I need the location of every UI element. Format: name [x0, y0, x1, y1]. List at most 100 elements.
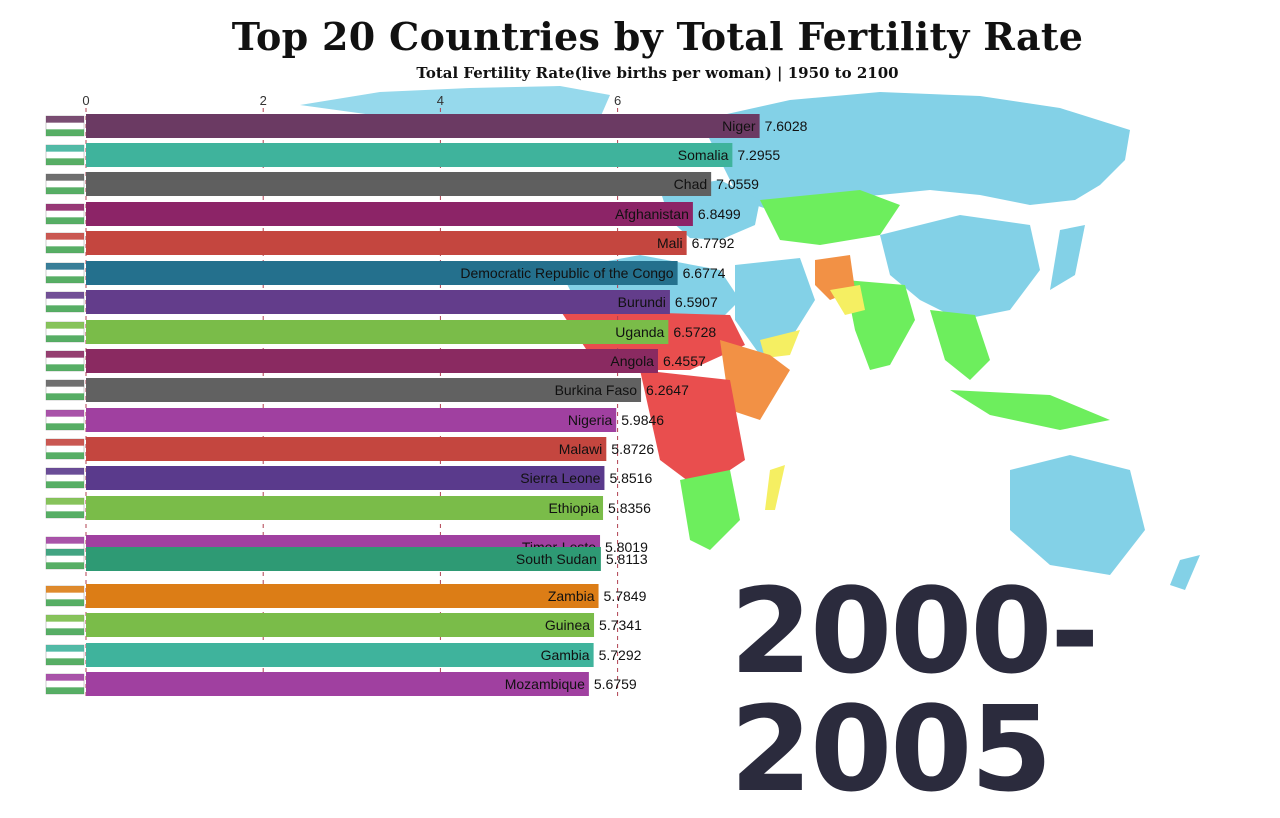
bar — [86, 584, 599, 608]
flag-zambia-icon — [45, 585, 85, 607]
world-map-background — [300, 86, 1200, 590]
chart-bars: Niger 7.6028 Somalia 7.2955 Chad 7.0559 Afghan… — [86, 114, 808, 696]
bar — [86, 408, 617, 432]
bar — [86, 261, 678, 285]
x-tick-label: 2 — [260, 93, 267, 108]
flag-uganda-icon — [45, 321, 85, 343]
bar-category-label: Niger — [722, 118, 756, 134]
bar — [86, 437, 607, 461]
bar — [86, 290, 670, 314]
flag-burundi-icon — [45, 291, 85, 313]
bar-value-label: 7.0559 — [716, 176, 759, 192]
bar — [86, 349, 658, 373]
bar-row: Mali 6.7792 — [86, 231, 735, 255]
bar-row: South Sudan 5.8113 — [86, 547, 648, 571]
bar-category-label: Democratic Republic of the Congo — [460, 265, 673, 281]
bar-row: Mozambique 5.6759 — [86, 672, 637, 696]
flag-dr-congo-icon — [45, 262, 85, 284]
flag-nigeria-icon — [45, 409, 85, 431]
flag-sierra-leone-icon — [45, 467, 85, 489]
bar-value-label: 7.2955 — [737, 147, 780, 163]
x-tick-label: 4 — [437, 93, 444, 108]
chart-subtitle: Total Fertility Rate(live births per wom… — [416, 64, 899, 82]
bar-value-label: 5.9846 — [621, 412, 664, 428]
bar-category-label: Ethiopia — [548, 500, 599, 516]
bar-row: Gambia 5.7292 — [86, 643, 642, 667]
x-axis-ticks: 0 2 4 6 — [82, 93, 621, 108]
bar — [86, 320, 669, 344]
bar-value-label: 6.5728 — [673, 324, 716, 340]
bar-row: Sierra Leone 5.8516 — [86, 466, 652, 490]
bar-row: Malawi 5.8726 — [86, 437, 654, 461]
bar-category-label: Sierra Leone — [520, 470, 600, 486]
flag-mozambique-icon — [45, 673, 85, 695]
bar-row: Nigeria 5.9846 — [86, 408, 664, 432]
bar-row: Zambia 5.7849 — [86, 584, 647, 608]
bar-category-label: Somalia — [678, 147, 729, 163]
flag-burkina-faso-icon — [45, 379, 85, 401]
bar-value-label: 5.8516 — [609, 470, 652, 486]
x-tick-label: 0 — [82, 93, 89, 108]
bar-chart: 0 2 4 6 Niger 7.6028 Somalia 7.2955 Chad 7.0559 A… — [45, 93, 808, 700]
bar — [86, 378, 642, 402]
flag-angola-icon — [45, 350, 85, 372]
map-central-africa — [640, 370, 745, 490]
flag-column — [45, 115, 85, 695]
bar-value-label: 5.8356 — [608, 500, 651, 516]
bar-row: Burkina Faso 6.2647 — [86, 378, 689, 402]
bar-row: Chad 7.0559 — [86, 172, 759, 196]
bar-row: Ethiopia 5.8356 — [86, 496, 651, 520]
map-china — [880, 215, 1040, 320]
map-middle-east — [735, 258, 815, 355]
bar-category-label: South Sudan — [516, 551, 597, 567]
map-yemen — [760, 330, 800, 358]
bar-category-label: Burundi — [618, 294, 666, 310]
map-indonesia — [950, 390, 1110, 430]
bar-value-label: 5.7341 — [599, 617, 642, 633]
map-australia — [1010, 455, 1145, 575]
chart-grid — [85, 108, 619, 700]
bar-category-label: Afghanistan — [615, 206, 689, 222]
bar-value-label: 6.6774 — [683, 265, 726, 281]
map-pakistan — [830, 285, 865, 315]
period-label: 2000-2005 — [730, 562, 1099, 818]
map-east-africa — [720, 340, 790, 420]
bar-row: Democratic Republic of the Congo 6.6774 — [86, 261, 726, 285]
bar-value-label: 5.7292 — [599, 647, 642, 663]
map-southern-africa — [680, 470, 740, 550]
flag-chad-icon — [45, 173, 85, 195]
bar-row: Niger 7.6028 — [86, 114, 808, 138]
flag-ethiopia-icon — [45, 497, 85, 519]
bar-value-label: 6.2647 — [646, 382, 689, 398]
bar-row: Burundi 6.5907 — [86, 290, 718, 314]
bar-category-label: Angola — [610, 353, 654, 369]
map-russia — [700, 92, 1130, 210]
bar-row: Afghanistan 6.8499 — [86, 202, 741, 226]
map-japan — [1050, 225, 1085, 290]
bar-category-label: Uganda — [615, 324, 664, 340]
bar — [86, 643, 594, 667]
map-central-asia — [760, 190, 900, 245]
bar-value-label: 5.8019 — [605, 539, 648, 555]
bar — [86, 231, 687, 255]
map-se-asia — [930, 310, 990, 380]
flag-gambia-icon — [45, 644, 85, 666]
bar-category-label: Malawi — [559, 441, 603, 457]
bar-row: Somalia 7.2955 — [86, 143, 780, 167]
flag-south-sudan-icon — [45, 548, 85, 570]
bar-category-label: Guinea — [545, 617, 590, 633]
bar — [86, 172, 712, 196]
bar-category-label: Mozambique — [505, 676, 585, 692]
bar-value-label: 6.5907 — [675, 294, 718, 310]
bar — [86, 613, 595, 637]
bar — [86, 466, 605, 490]
bar-value-label: 6.8499 — [698, 206, 741, 222]
bar-value-label: 7.6028 — [765, 118, 808, 134]
bar-category-label: Gambia — [541, 647, 590, 663]
bar-value-label: 5.8113 — [606, 551, 648, 567]
bar-value-label: 6.7792 — [692, 235, 735, 251]
flag-malawi-icon — [45, 438, 85, 460]
x-tick-label: 6 — [614, 93, 621, 108]
bar — [86, 496, 604, 520]
map-madagascar — [765, 465, 785, 510]
